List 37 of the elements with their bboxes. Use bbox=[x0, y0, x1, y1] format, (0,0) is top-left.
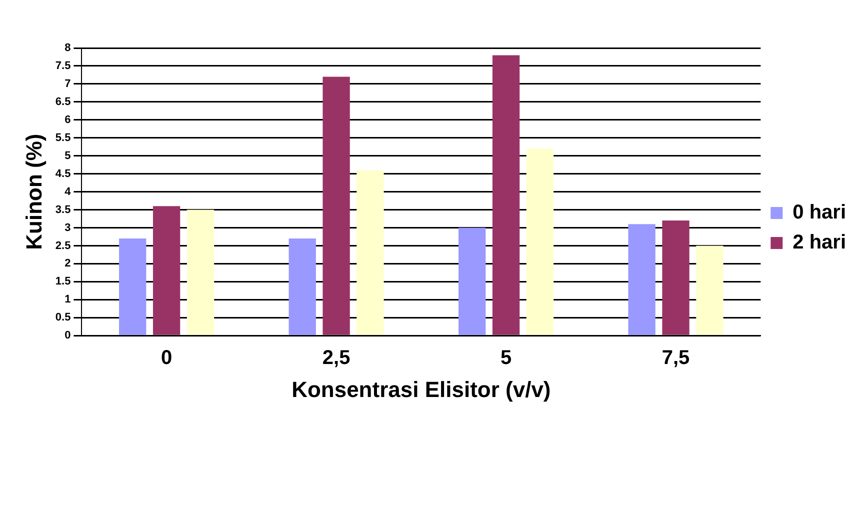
y-tick-label: 7.5 bbox=[55, 60, 71, 72]
y-tick-label: 6 bbox=[64, 114, 71, 126]
y-tick-label: 0.5 bbox=[55, 312, 71, 324]
x-tick-label: 5 bbox=[500, 347, 512, 370]
y-tick-label: 1.5 bbox=[55, 276, 71, 288]
bar bbox=[458, 228, 486, 335]
bar bbox=[288, 238, 316, 335]
y-tick-label: 7 bbox=[64, 78, 71, 90]
y-tick-label: 2 bbox=[64, 258, 71, 270]
y-tick-label: 4.5 bbox=[55, 168, 71, 180]
bar bbox=[152, 206, 180, 335]
y-tick-label: 8 bbox=[64, 42, 71, 54]
legend-label: 0 hari bbox=[792, 202, 846, 224]
x-axis-title: Konsentrasi Elisitor (v/v) bbox=[292, 376, 551, 402]
legend-label: 2 hari bbox=[792, 232, 846, 254]
x-tick-label: 0 bbox=[161, 347, 172, 370]
bar bbox=[696, 246, 724, 335]
y-tick-label: 0 bbox=[64, 330, 71, 342]
bar bbox=[662, 220, 690, 335]
x-tick-label: 7,5 bbox=[662, 347, 690, 370]
y-tick-label: 1 bbox=[64, 294, 71, 306]
y-tick-label: 3 bbox=[64, 222, 71, 234]
bar bbox=[492, 55, 520, 335]
bar bbox=[119, 238, 146, 335]
y-tick-label: 3.5 bbox=[55, 204, 71, 216]
y-tick-label: 2.5 bbox=[55, 240, 71, 252]
y-tick-label: 5 bbox=[64, 150, 71, 162]
x-tick-label: 2,5 bbox=[322, 347, 350, 370]
bar bbox=[356, 170, 384, 335]
y-tick-label: 4 bbox=[64, 186, 72, 198]
y-axis-title: Kuinon (%) bbox=[21, 134, 46, 250]
bar bbox=[322, 76, 350, 335]
y-tick-label: 5.5 bbox=[55, 132, 71, 144]
bar bbox=[186, 210, 214, 335]
y-tick-label: 6.5 bbox=[55, 96, 71, 108]
bar bbox=[628, 224, 656, 335]
bar bbox=[526, 148, 554, 335]
